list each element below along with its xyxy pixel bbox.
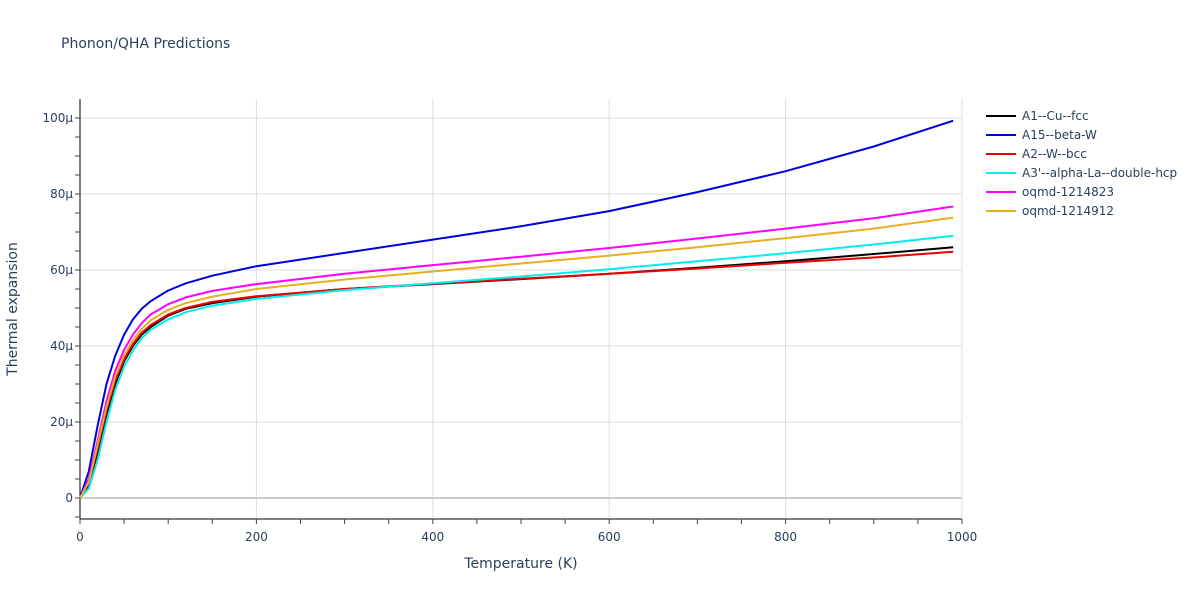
- legend-label: A2--W--bcc: [1022, 146, 1087, 161]
- legend-label: A3'--alpha-La--double-hcp: [1022, 165, 1178, 180]
- legend-swatch-icon: [986, 190, 1016, 193]
- legend-label: A15--beta-W: [1022, 127, 1097, 142]
- y-tick-label: 20µ: [50, 415, 73, 429]
- axes: 0 200 400 600 800 1000 0 20µ 40µ 60µ 80µ 100µ: [42, 99, 977, 544]
- y-tick-label: 80µ: [50, 187, 73, 201]
- series-lines: [79, 119, 954, 499]
- x-tick-label: 800: [774, 530, 797, 544]
- legend-item[interactable]: A1--Cu--fcc: [986, 106, 1177, 125]
- legend-item[interactable]: A2--W--bcc: [986, 144, 1177, 163]
- legend-item[interactable]: oqmd-1214912: [986, 201, 1177, 220]
- y-axis-title: Thermal expansion: [5, 242, 21, 377]
- legend-label: oqmd-1214912: [1022, 203, 1115, 218]
- legend-item[interactable]: A15--beta-W: [986, 125, 1177, 144]
- legend-label: A1--Cu--fcc: [1022, 108, 1089, 123]
- series-line[interactable]: [79, 250, 954, 499]
- x-tick-label: 400: [421, 530, 444, 544]
- x-tick-label: 600: [598, 530, 621, 544]
- series-line[interactable]: [79, 216, 954, 499]
- series-line[interactable]: [79, 246, 954, 499]
- gridlines: [80, 99, 963, 517]
- x-tick-label: 0: [76, 530, 84, 544]
- legend: A1--Cu--fcc A15--beta-W A2--W--bcc A3'--alp…: [986, 106, 1177, 220]
- legend-item[interactable]: A3'--alpha-La--double-hcp: [986, 163, 1177, 182]
- chart-title: Phonon/QHA Predictions: [61, 36, 231, 52]
- y-tick-label: 40µ: [50, 339, 73, 353]
- x-tick-label: 1000: [947, 530, 978, 544]
- legend-swatch-icon: [986, 152, 1016, 155]
- legend-swatch-icon: [986, 133, 1016, 136]
- legend-swatch-icon: [986, 114, 1016, 117]
- series-line[interactable]: [79, 234, 954, 499]
- legend-swatch-icon: [986, 171, 1016, 174]
- x-axis-title: Temperature (K): [463, 556, 577, 572]
- legend-swatch-icon: [986, 209, 1016, 212]
- x-tick-label: 200: [245, 530, 268, 544]
- series-line[interactable]: [79, 205, 954, 499]
- y-tick-label: 60µ: [50, 263, 73, 277]
- legend-label: oqmd-1214823: [1022, 184, 1115, 199]
- legend-item[interactable]: oqmd-1214823: [986, 182, 1177, 201]
- y-tick-label: 100µ: [42, 111, 73, 125]
- y-tick-label: 0: [65, 491, 73, 505]
- series-line[interactable]: [79, 119, 954, 499]
